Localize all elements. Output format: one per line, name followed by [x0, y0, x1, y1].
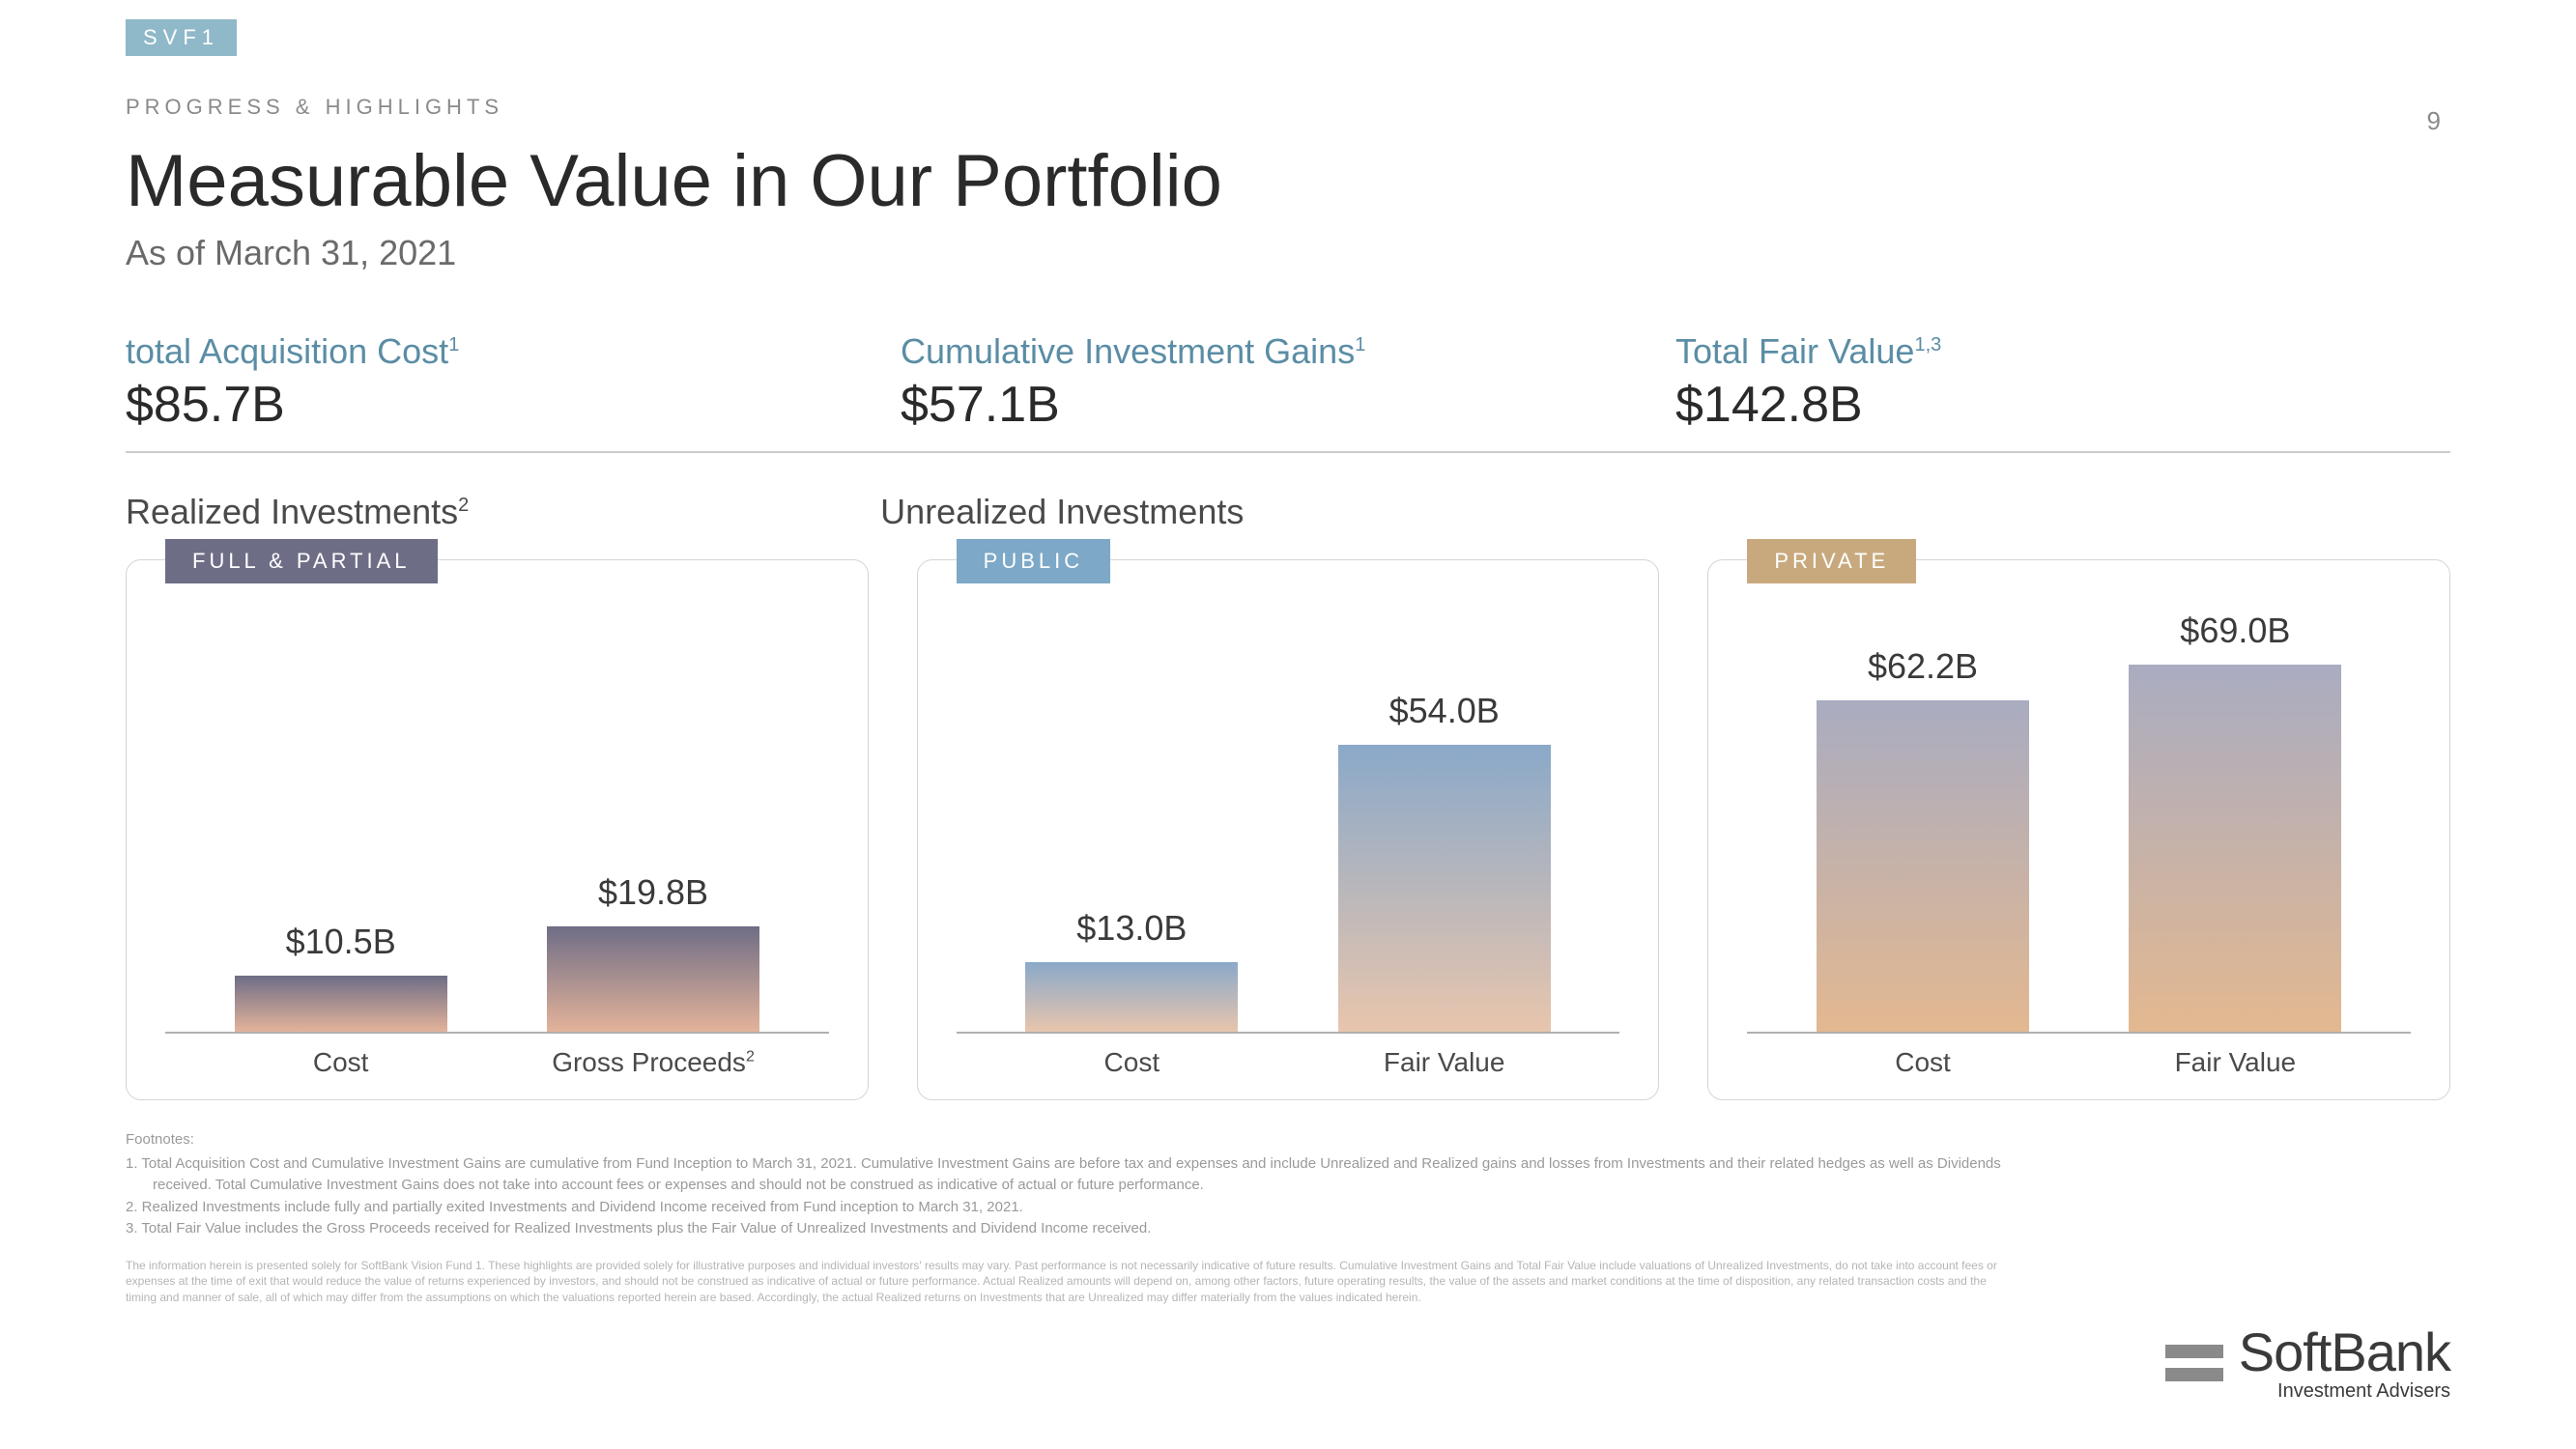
logo-bars-icon — [2165, 1345, 2223, 1381]
section-headings-row: Realized Investments2 Unrealized Investm… — [126, 492, 2450, 559]
chart-area: $10.5B $19.8B — [165, 609, 829, 1034]
logo-name: SoftBank — [2239, 1325, 2450, 1379]
bar-value-label: $62.2B — [1868, 646, 1978, 687]
fund-tag: SVF1 — [126, 19, 237, 56]
bar-group: $69.0B — [2079, 609, 2391, 1032]
bar-group: $62.2B — [1766, 609, 2078, 1032]
chart-card: PRIVATE$62.2B$69.0BCostFair Value — [1707, 559, 2450, 1100]
footnote-item: 1. Total Acquisition Cost and Cumulative… — [126, 1153, 2058, 1197]
axis-labels: CostFair Value — [1747, 1047, 2411, 1078]
axis-label: Fair Value — [1288, 1047, 1600, 1078]
bar — [1817, 700, 2029, 1032]
metric-value: $57.1B — [901, 376, 1675, 434]
page-number: 9 — [2427, 106, 2441, 136]
bar — [2129, 665, 2341, 1032]
metric-value: $142.8B — [1675, 376, 2450, 434]
charts-row: FULL & PARTIAL$10.5B$19.8BCostGross Proc… — [126, 559, 2450, 1100]
axis-label: Gross Proceeds2 — [497, 1047, 809, 1078]
chart-card: PUBLIC$13.0B$54.0BCostFair Value — [917, 559, 1660, 1100]
bar — [1338, 745, 1551, 1032]
disclaimer: The information herein is presented sole… — [126, 1258, 2010, 1306]
footnotes: Footnotes: 1. Total Acquisition Cost and… — [126, 1129, 2058, 1240]
bar — [1025, 962, 1238, 1032]
softbank-logo: SoftBank Investment Advisers — [2165, 1325, 2450, 1401]
metric: total Acquisition Cost1 $85.7B — [126, 331, 901, 434]
axis-labels: CostFair Value — [957, 1047, 1620, 1078]
metric: Cumulative Investment Gains1 $57.1B — [901, 331, 1675, 434]
chart-area: $13.0B $54.0B — [957, 609, 1620, 1034]
bar-value-label: $10.5B — [286, 922, 396, 962]
as-of-date: As of March 31, 2021 — [126, 233, 2450, 273]
metric-label: Total Fair Value1,3 — [1675, 331, 2450, 372]
metric-label: Cumulative Investment Gains1 — [901, 331, 1675, 372]
axis-label: Cost — [976, 1047, 1288, 1078]
chart-badge: PUBLIC — [957, 539, 1110, 583]
bar-group: $54.0B — [1288, 609, 1600, 1032]
logo-subtitle: Investment Advisers — [2239, 1381, 2450, 1401]
bar-group: $10.5B — [185, 609, 497, 1032]
page-title: Measurable Value in Our Portfolio — [126, 139, 2450, 223]
bar-value-label: $54.0B — [1389, 691, 1500, 731]
metric: Total Fair Value1,3 $142.8B — [1675, 331, 2450, 434]
footnote-item: 3. Total Fair Value includes the Gross P… — [126, 1218, 2058, 1240]
bar-group: $13.0B — [976, 609, 1288, 1032]
axis-label: Fair Value — [2079, 1047, 2391, 1078]
metrics-row: total Acquisition Cost1 $85.7B Cumulativ… — [126, 331, 2450, 453]
axis-label: Cost — [185, 1047, 497, 1078]
bar-group: $19.8B — [497, 609, 809, 1032]
chart-badge: FULL & PARTIAL — [165, 539, 438, 583]
footnote-item: 2. Realized Investments include fully an… — [126, 1197, 2058, 1219]
section-subheader: PROGRESS & HIGHLIGHTS — [126, 95, 2450, 120]
chart-card: FULL & PARTIAL$10.5B$19.8BCostGross Proc… — [126, 559, 869, 1100]
realized-heading: Realized Investments2 — [126, 492, 880, 532]
chart-badge: PRIVATE — [1747, 539, 1916, 583]
chart-area: $62.2B $69.0B — [1747, 609, 2411, 1034]
bar — [547, 926, 759, 1032]
bar — [235, 976, 447, 1032]
axis-label: Cost — [1766, 1047, 2078, 1078]
metric-value: $85.7B — [126, 376, 901, 434]
bar-value-label: $19.8B — [598, 872, 708, 913]
axis-labels: CostGross Proceeds2 — [165, 1047, 829, 1078]
bar-value-label: $69.0B — [2180, 611, 2290, 651]
unrealized-heading: Unrealized Investments — [880, 492, 2450, 532]
footnotes-title: Footnotes: — [126, 1129, 2058, 1151]
metric-label: total Acquisition Cost1 — [126, 331, 901, 372]
bar-value-label: $13.0B — [1076, 908, 1187, 949]
